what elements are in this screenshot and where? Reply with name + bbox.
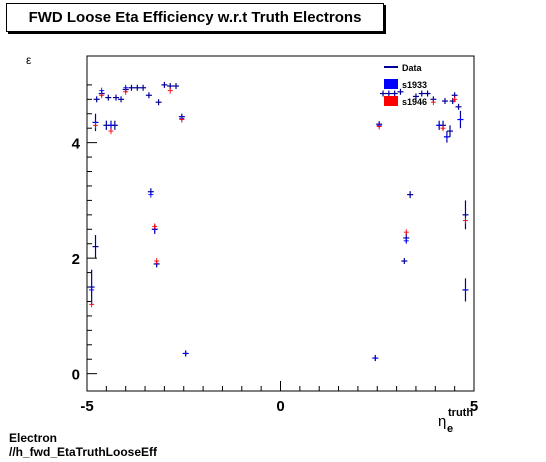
y-axis-label: ε	[26, 53, 32, 67]
x-tick-label: 0	[276, 398, 284, 415]
footer: Electron //h_fwd_EtaTruthLooseEff	[9, 431, 157, 459]
y-tick-label: 0	[72, 367, 80, 384]
axes	[86, 55, 475, 392]
chart-title: FWD Loose Eta Efficiency w.r.t Truth Ele…	[6, 3, 384, 32]
legend-label-s1933: s1933	[402, 80, 427, 90]
footer-line1: Electron	[9, 431, 58, 445]
series-s1933	[89, 84, 468, 362]
series-s1946	[89, 87, 468, 308]
x-axis-label-sup: truth	[448, 407, 473, 419]
footer-line2: //h_fwd_EtaTruthLooseEff	[9, 445, 158, 459]
x-axis-label: η	[438, 413, 446, 430]
legend-marker-s1933	[384, 79, 398, 89]
x-tick-label: -5	[80, 398, 93, 415]
legend-label-s1946: s1946	[402, 97, 427, 107]
y-tick-label: 2	[72, 251, 80, 268]
x-tick-label: 5	[470, 398, 478, 415]
y-tick-label: 4	[72, 136, 81, 153]
x-axis-label-sub: e	[447, 423, 453, 435]
data-marks	[88, 81, 469, 362]
legend-marker-s1946	[384, 96, 398, 106]
series-Data	[88, 81, 469, 362]
legend: Data s1933 s1946	[384, 63, 427, 107]
legend-label-Data: Data	[402, 63, 423, 73]
